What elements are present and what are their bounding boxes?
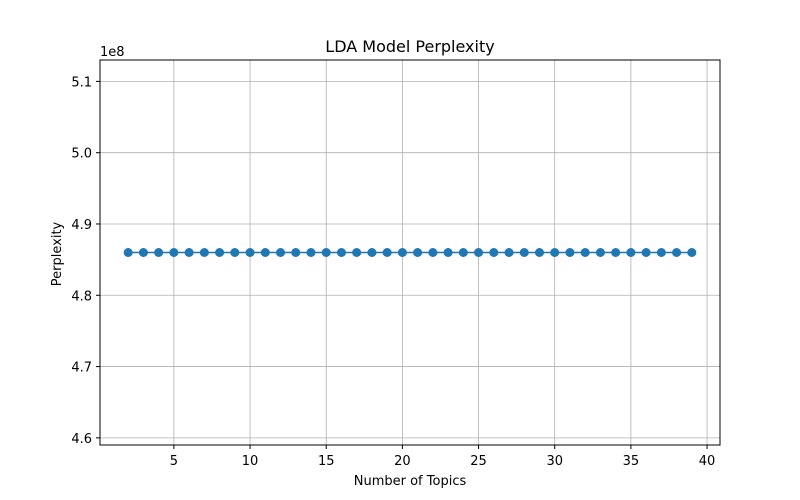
series-layer bbox=[123, 248, 697, 257]
data-point bbox=[413, 248, 423, 257]
data-point bbox=[291, 248, 301, 257]
data-point bbox=[260, 248, 270, 257]
data-point bbox=[641, 248, 651, 257]
data-point bbox=[154, 248, 164, 257]
x-tick-label: 35 bbox=[623, 454, 640, 469]
data-point bbox=[382, 248, 392, 257]
x-tick-label: 10 bbox=[242, 454, 259, 469]
x-axis-label: Number of Topics bbox=[354, 474, 467, 489]
plot-frame bbox=[99, 59, 721, 446]
data-point bbox=[611, 248, 621, 257]
data-point bbox=[656, 248, 666, 257]
data-point bbox=[595, 248, 605, 257]
data-point bbox=[215, 248, 225, 257]
y-offset-label: 1e8 bbox=[100, 45, 125, 60]
data-point bbox=[626, 248, 636, 257]
y-axis-label: Perplexity bbox=[50, 221, 65, 286]
data-point bbox=[199, 248, 209, 257]
data-point bbox=[534, 248, 544, 257]
data-point bbox=[565, 248, 575, 257]
data-point bbox=[245, 248, 255, 257]
y-tick-label: 5.0 bbox=[71, 147, 92, 162]
data-point bbox=[504, 248, 514, 257]
x-tick-label: 5 bbox=[170, 454, 178, 469]
y-tick-label: 4.9 bbox=[71, 218, 92, 233]
data-point bbox=[138, 248, 148, 257]
data-point bbox=[687, 248, 697, 257]
data-point bbox=[336, 248, 346, 257]
y-tick-label: 4.8 bbox=[71, 289, 92, 304]
data-point bbox=[397, 248, 407, 257]
y-tick-label: 5.1 bbox=[71, 75, 92, 90]
data-point bbox=[672, 248, 682, 257]
x-tick-label: 25 bbox=[470, 454, 487, 469]
data-point bbox=[550, 248, 560, 257]
data-point bbox=[169, 248, 179, 257]
ticks: 5 10 15 20 25 30 35 40 4.6 4.7 4.8 4.9 5.0 5.1 bbox=[71, 75, 715, 469]
data-point bbox=[519, 248, 529, 257]
data-point bbox=[458, 248, 468, 257]
data-point bbox=[474, 248, 484, 257]
data-point bbox=[276, 248, 286, 257]
y-tick-label: 4.6 bbox=[71, 432, 92, 447]
x-tick-label: 40 bbox=[699, 454, 716, 469]
data-point bbox=[428, 248, 438, 257]
data-point bbox=[123, 248, 133, 257]
y-tick-label: 4.7 bbox=[71, 361, 92, 376]
chart-title: LDA Model Perplexity bbox=[325, 37, 494, 56]
data-point bbox=[352, 248, 362, 257]
x-tick-label: 20 bbox=[394, 454, 411, 469]
data-point bbox=[489, 248, 499, 257]
x-tick-label: 15 bbox=[318, 454, 335, 469]
data-point bbox=[230, 248, 240, 257]
data-point bbox=[306, 248, 316, 257]
data-point bbox=[367, 248, 377, 257]
data-point bbox=[443, 248, 453, 257]
data-point bbox=[321, 248, 331, 257]
data-point bbox=[184, 248, 194, 257]
x-tick-label: 30 bbox=[546, 454, 563, 469]
data-point bbox=[580, 248, 590, 257]
